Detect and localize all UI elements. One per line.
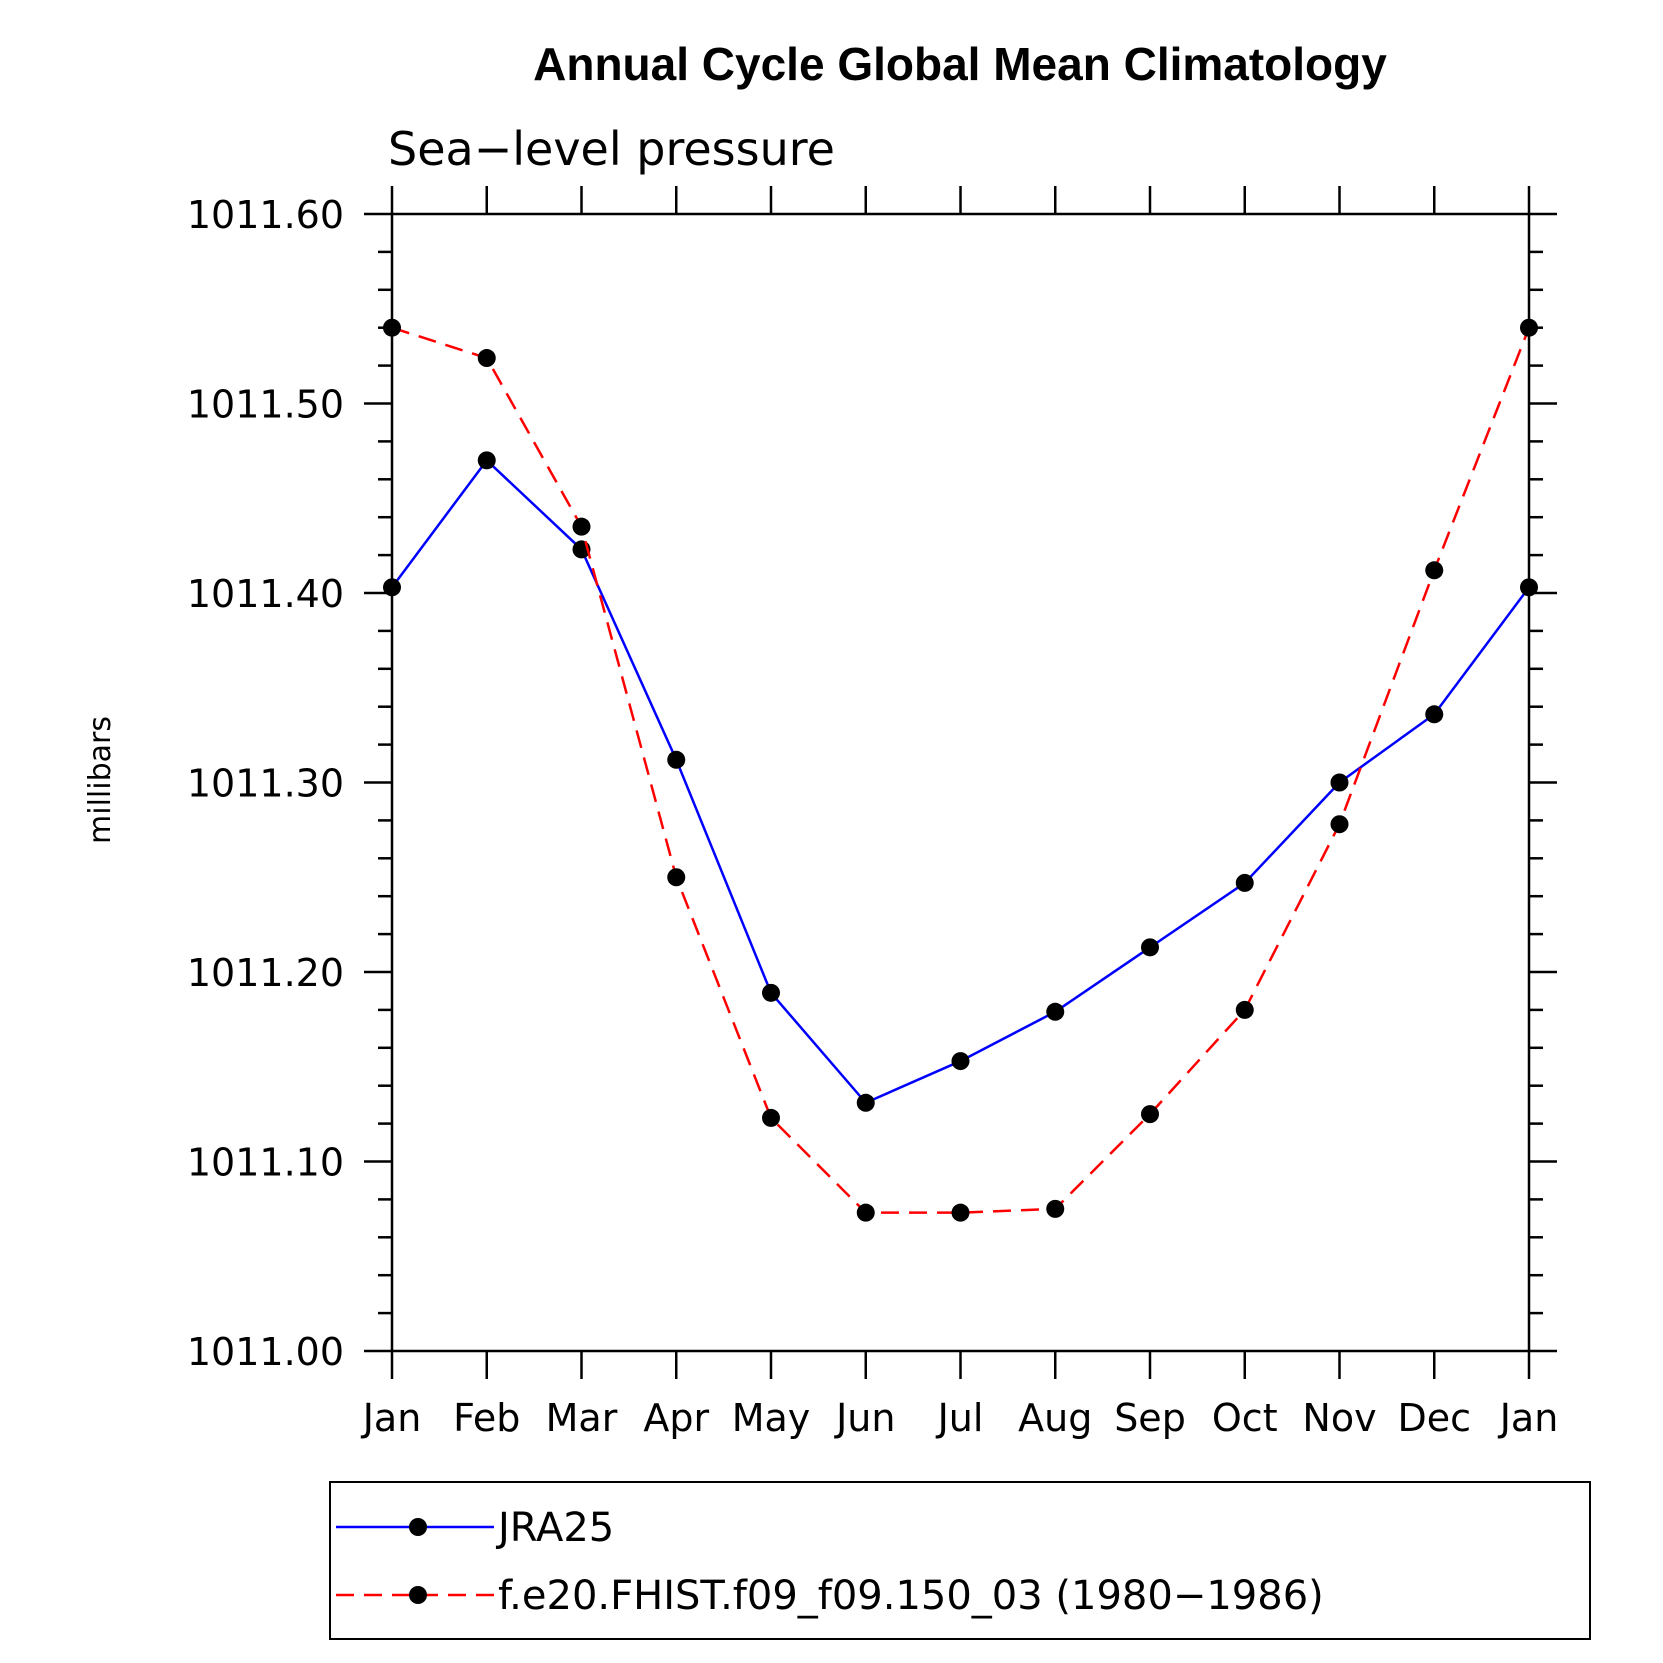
chart-subtitle: Sea−level pressure [388,122,835,176]
series-layer [383,318,1538,1222]
y-tick-label: 1011.50 [187,383,344,427]
axis-ticks [364,186,1557,1379]
data-point-series-0 [1520,578,1538,597]
data-point-series-0 [383,578,401,597]
legend-box [329,1481,1591,1640]
data-point-series-1 [1141,1105,1159,1124]
data-point-series-0 [762,983,780,1002]
y-tick-label: 1011.00 [187,1330,344,1374]
legend-marker-jra25 [409,1518,427,1536]
x-tick-label: Jul [936,1396,984,1440]
chart-title: Annual Cycle Global Mean Climatology [533,38,1387,90]
data-point-series-0 [951,1052,970,1071]
plot-frame [390,212,1531,1353]
legend-label-model: f.e20.FHIST.f09_f09.150_03 (1980−1986) [498,1573,1324,1619]
x-tick-label: Jan [1498,1396,1559,1440]
x-tick-label: Jun [834,1396,895,1440]
series-line-0 [390,458,1531,1105]
x-tick-label: Oct [1212,1396,1278,1440]
x-tick-label: Nov [1302,1396,1376,1440]
y-tick-label: 1011.20 [187,951,344,995]
x-tick-label: Mar [546,1396,618,1440]
data-point-series-1 [572,517,591,536]
legend-marker-model [409,1586,427,1604]
y-axis-label: millibars [83,716,118,844]
data-point-series-0 [477,451,496,470]
data-point-series-1 [1330,815,1349,834]
y-tick-label: 1011.30 [187,762,344,806]
data-point-series-0 [1425,705,1444,724]
x-tick-label: Sep [1114,1396,1186,1440]
data-point-series-1 [1046,1199,1065,1218]
data-point-series-1 [477,349,496,368]
legend: JRA25 f.e20.FHIST.f09_f09.150_03 (1980−1… [329,1481,1591,1640]
data-point-series-1 [951,1203,970,1222]
data-point-series-0 [1046,1002,1065,1021]
axis-tick-labels: Jan Feb Mar Apr May Jun Jul Aug Sep Oct Nov Dec Jan 1… [187,193,1558,1440]
x-tick-label: Dec [1397,1396,1471,1440]
data-point-series-0 [1330,773,1349,792]
data-point-series-0 [667,750,686,769]
y-tick-label: 1011.60 [187,193,344,237]
data-point-series-1 [1425,561,1444,580]
data-point-series-1 [856,1203,875,1222]
y-tick-label: 1011.10 [187,1141,344,1185]
legend-label-jra25: JRA25 [495,1505,614,1551]
series-line-1 [391,326,1531,1214]
data-point-series-1 [1520,318,1538,337]
y-tick-label: 1011.40 [187,572,344,616]
data-point-series-1 [383,318,401,337]
x-tick-label: Jan [361,1396,422,1440]
data-point-series-0 [856,1093,875,1112]
data-point-series-1 [667,868,686,887]
x-tick-label: Aug [1018,1396,1092,1440]
x-tick-label: Apr [643,1396,709,1440]
x-tick-label: Feb [453,1396,520,1440]
data-point-series-0 [1141,938,1159,957]
data-point-series-1 [762,1108,780,1127]
data-point-series-1 [1235,1000,1254,1019]
data-point-series-0 [1235,873,1254,892]
x-tick-label: May [732,1396,811,1440]
